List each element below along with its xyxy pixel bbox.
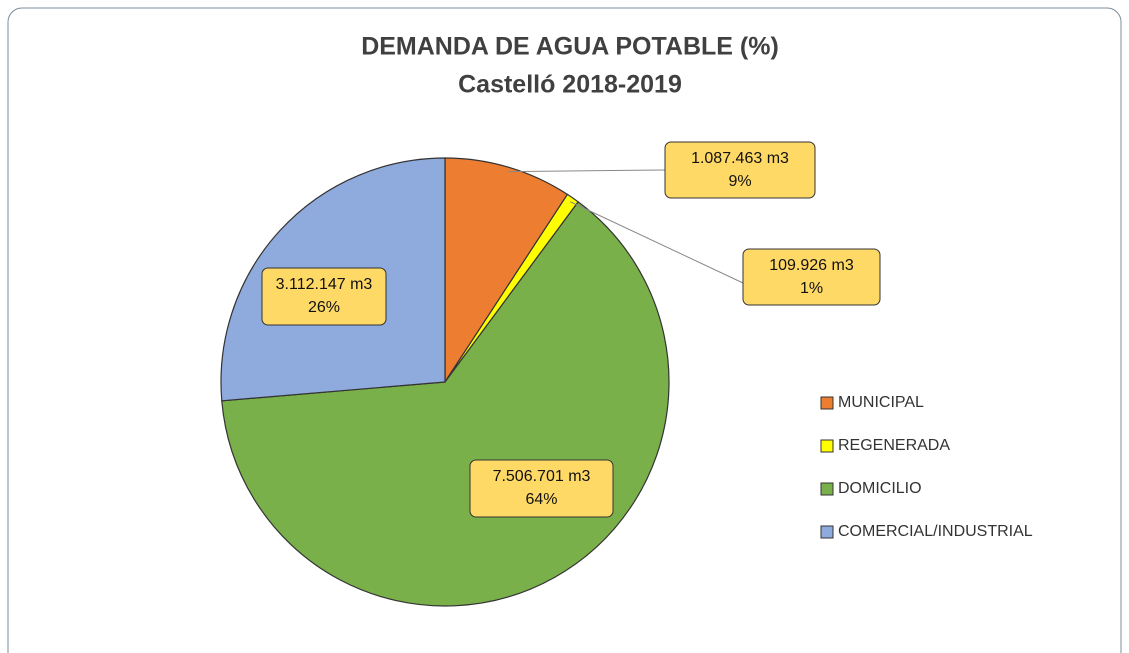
leader-line — [507, 169, 666, 173]
data-label-box — [261, 267, 387, 326]
legend-label: MUNICIPAL — [838, 394, 924, 411]
percent-label: 9% — [728, 173, 751, 190]
chart-subtitle: Castelló 2018-2019 — [458, 71, 682, 99]
pie-slice — [444, 157, 569, 385]
percent-label: 1% — [800, 280, 823, 297]
data-label-box — [469, 459, 614, 518]
data-label: 109.926 m3 — [769, 257, 854, 274]
percent-label: 64% — [525, 491, 557, 508]
legend-label: DOMICILIO — [838, 480, 922, 497]
legend-swatch — [820, 525, 834, 539]
percent-label: 26% — [308, 299, 340, 316]
legend-label: COMERCIAL/INDUSTRIAL — [838, 523, 1033, 540]
leader-line — [570, 201, 744, 284]
chart-title: DEMANDA DE AGUA POTABLE (%) — [361, 33, 779, 61]
data-label: 1.087.463 m3 — [691, 150, 789, 167]
data-label-box — [742, 248, 881, 306]
legend-swatch — [820, 482, 834, 496]
legend-swatch — [820, 439, 834, 453]
data-label-box — [664, 141, 816, 199]
legend-label: REGENERADA — [838, 437, 950, 454]
data-label: 7.506.701 m3 — [493, 468, 591, 485]
legend-swatch — [820, 396, 834, 410]
data-label: 3.112.147 m3 — [276, 276, 373, 293]
